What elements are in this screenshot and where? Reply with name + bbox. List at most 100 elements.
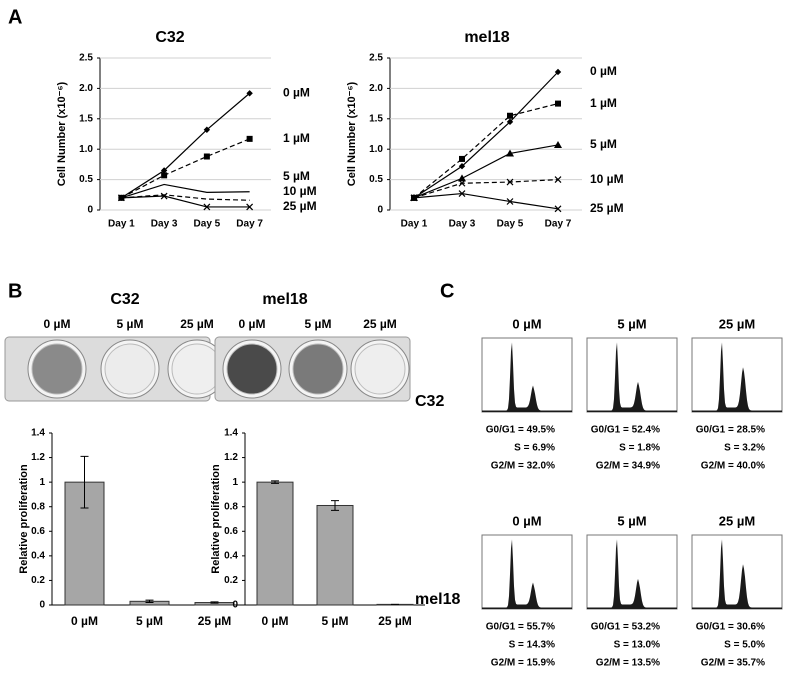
series-line bbox=[121, 194, 250, 201]
y-tick-label: 1.4 bbox=[31, 428, 45, 439]
phase-stat: G2/M = 15.9% bbox=[491, 658, 555, 669]
well-label: 5 µM bbox=[305, 317, 332, 331]
marker bbox=[161, 172, 168, 179]
cell-line-label: C32 bbox=[415, 393, 444, 410]
y-tick-label: 1.2 bbox=[224, 452, 238, 463]
well-label: 25 µM bbox=[180, 317, 214, 331]
legend-label: 25 µM bbox=[283, 199, 317, 213]
legend-label: 0 µM bbox=[590, 64, 617, 78]
y-tick-label: 0.2 bbox=[31, 575, 45, 586]
series-line bbox=[413, 144, 559, 199]
series-line bbox=[413, 192, 559, 210]
marker bbox=[246, 203, 254, 211]
histogram-frame bbox=[691, 337, 783, 413]
marker bbox=[554, 176, 562, 184]
phase-stat: S = 14.3% bbox=[509, 640, 556, 651]
y-tick-label: 0.8 bbox=[31, 501, 45, 512]
y-tick-label: 0.4 bbox=[31, 550, 45, 561]
panel-label: C bbox=[440, 280, 454, 302]
marker bbox=[459, 155, 465, 162]
series-line bbox=[121, 183, 250, 199]
bar bbox=[316, 504, 354, 606]
marker bbox=[203, 203, 211, 211]
marker bbox=[554, 140, 562, 148]
y-tick-label: 2.0 bbox=[79, 83, 93, 94]
x-tick-label: Day 7 bbox=[236, 219, 263, 230]
y-tick-label: 0 bbox=[39, 600, 45, 611]
histogram-frame bbox=[586, 534, 678, 610]
series-line bbox=[413, 71, 559, 199]
legend-label: 0 µM bbox=[283, 85, 310, 99]
y-tick-label: 2.5 bbox=[79, 53, 93, 64]
y-tick-label: 0.5 bbox=[369, 174, 383, 185]
y-tick-label: 1.0 bbox=[79, 144, 93, 155]
y-tick-label: 0.6 bbox=[224, 526, 238, 537]
chart-title: mel18 bbox=[262, 291, 307, 308]
legend-label: 5 µM bbox=[590, 137, 617, 151]
phase-stat: G0/G1 = 30.6% bbox=[696, 622, 765, 633]
marker bbox=[555, 100, 561, 107]
panel-label: A bbox=[8, 6, 22, 28]
y-tick-label: 0.5 bbox=[79, 174, 93, 185]
y-tick-label: 1.5 bbox=[369, 113, 383, 124]
legend-label: 5 µM bbox=[283, 169, 310, 183]
marker bbox=[458, 174, 466, 182]
x-tick-label: Day 1 bbox=[401, 219, 428, 230]
y-tick-label: 1.2 bbox=[31, 452, 45, 463]
well-cells bbox=[226, 343, 278, 395]
phase-stat: G2/M = 32.0% bbox=[491, 461, 555, 472]
legend-label: 25 µM bbox=[590, 201, 624, 215]
marker bbox=[458, 190, 466, 198]
marker bbox=[458, 163, 466, 170]
error-bar bbox=[80, 455, 89, 509]
phase-stat: G2/M = 34.9% bbox=[596, 461, 660, 472]
x-tick-label: 5 µM bbox=[136, 614, 163, 628]
x-tick-label: 0 µM bbox=[71, 614, 98, 628]
legend-label: 10 µM bbox=[283, 184, 317, 198]
y-tick-label: 1.0 bbox=[369, 144, 383, 155]
series-line bbox=[121, 92, 251, 199]
well-label: 5 µM bbox=[117, 317, 144, 331]
panel-label: B bbox=[8, 280, 22, 302]
legend-label: 1 µM bbox=[590, 96, 617, 110]
bar bbox=[256, 481, 294, 606]
marker bbox=[506, 149, 514, 157]
condition-label: 0 µM bbox=[512, 316, 541, 331]
legend-label: 10 µM bbox=[590, 172, 624, 186]
phase-stat: G0/G1 = 53.2% bbox=[591, 622, 660, 633]
y-tick-label: 0.4 bbox=[224, 550, 238, 561]
y-axis-title: Relative proliferation bbox=[210, 464, 222, 574]
y-tick-label: 1 bbox=[232, 477, 238, 488]
marker bbox=[203, 153, 210, 160]
x-tick-label: Day 5 bbox=[497, 219, 524, 230]
phase-stat: G2/M = 13.5% bbox=[596, 658, 660, 669]
well-cells bbox=[354, 343, 406, 395]
phase-stat: S = 13.0% bbox=[614, 640, 661, 651]
marker bbox=[458, 179, 466, 187]
x-tick-label: Day 3 bbox=[151, 219, 178, 230]
x-tick-label: Day 5 bbox=[194, 219, 221, 230]
y-tick-label: 0.8 bbox=[224, 501, 238, 512]
phase-stat: G0/G1 = 55.7% bbox=[486, 622, 555, 633]
y-axis-title: Cell Number (x10⁻⁶) bbox=[346, 81, 358, 186]
condition-label: 25 µM bbox=[719, 316, 755, 331]
y-tick-label: 1 bbox=[39, 477, 45, 488]
well-cells bbox=[31, 343, 83, 395]
error-bar bbox=[271, 480, 279, 484]
marker bbox=[410, 194, 418, 202]
y-tick-label: 2.0 bbox=[369, 83, 383, 94]
marker bbox=[117, 194, 125, 202]
phase-stat: G0/G1 = 52.4% bbox=[591, 425, 660, 436]
y-axis-title: Relative proliferation bbox=[18, 464, 30, 574]
series-line bbox=[413, 179, 559, 199]
y-tick-label: 2.5 bbox=[369, 53, 383, 64]
error-bar bbox=[331, 500, 339, 511]
y-axis-title: Cell Number (x10⁻⁶) bbox=[56, 81, 68, 186]
marker bbox=[506, 178, 514, 186]
marker bbox=[507, 112, 513, 119]
marker bbox=[554, 68, 562, 76]
well-cells bbox=[292, 343, 344, 395]
well-cells bbox=[104, 343, 156, 395]
chart-title: C32 bbox=[155, 29, 184, 46]
